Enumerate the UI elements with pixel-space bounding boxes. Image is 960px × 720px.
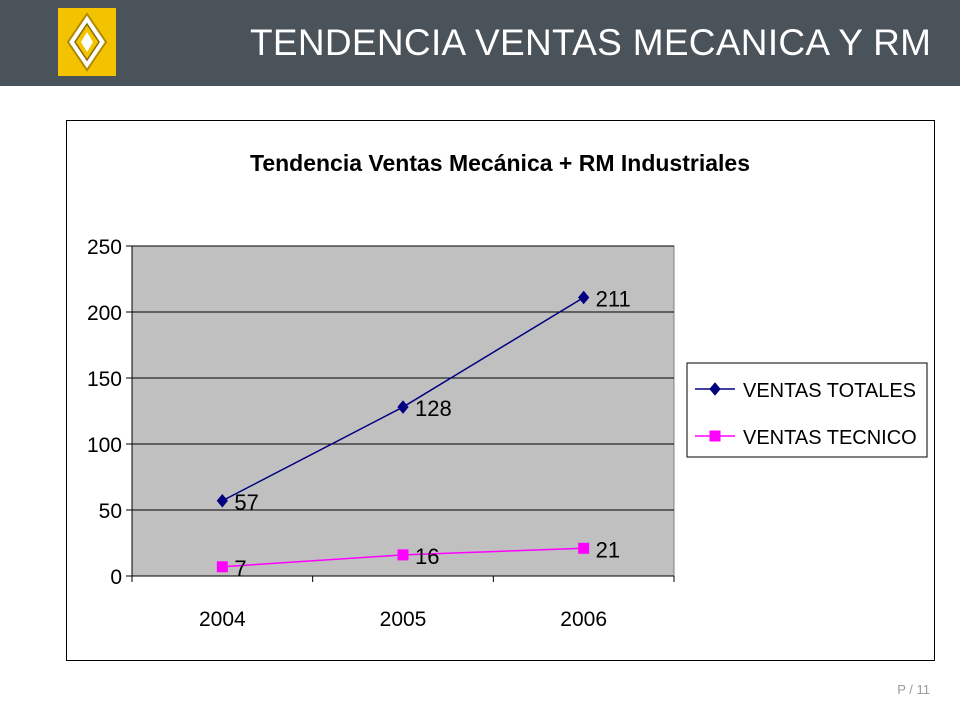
page-title: TENDENCIA VENTAS MECANICA Y RM [250, 22, 932, 63]
legend-entry: VENTAS TECNICO [743, 427, 917, 449]
data-label: 7 [234, 556, 246, 581]
y-tick-label: 200 [87, 302, 122, 325]
data-label: 57 [234, 490, 258, 515]
y-tick-label: 150 [87, 368, 122, 391]
data-point-diamond [578, 290, 590, 305]
x-tick-label: 2006 [560, 608, 607, 631]
legend-entry: VENTAS TOTALES [743, 380, 916, 402]
data-label: 16 [415, 544, 439, 569]
renault-logo [58, 8, 116, 76]
data-point-diamond [709, 382, 721, 396]
data-point-square [216, 561, 228, 573]
y-tick-label: 100 [87, 434, 122, 457]
data-point-diamond [397, 400, 409, 414]
header-bar: TENDENCIA VENTAS MECANICA Y RM [0, 0, 960, 86]
chart-title: Tendencia Ventas Mecánica + RM Industria… [250, 150, 750, 176]
page-number: P / 11 [897, 682, 930, 697]
y-tick-label: 250 [87, 236, 122, 259]
data-label: 21 [596, 537, 620, 562]
data-label: 128 [415, 396, 452, 421]
x-tick-label: 2005 [380, 608, 427, 631]
data-point-diamond [216, 493, 228, 508]
y-tick-label: 0 [110, 566, 122, 589]
data-point-square [578, 542, 590, 554]
data-point-square [397, 549, 409, 561]
line-chart: Tendencia Ventas Mecánica + RM Industria… [87, 150, 928, 631]
x-tick-label: 2004 [199, 608, 246, 631]
legend-box [686, 362, 928, 458]
data-label: 211 [596, 286, 631, 311]
chart-container: Tendencia Ventas Mecánica + RM Industria… [66, 120, 935, 661]
y-tick-label: 50 [99, 500, 122, 523]
data-point-square [709, 430, 721, 442]
